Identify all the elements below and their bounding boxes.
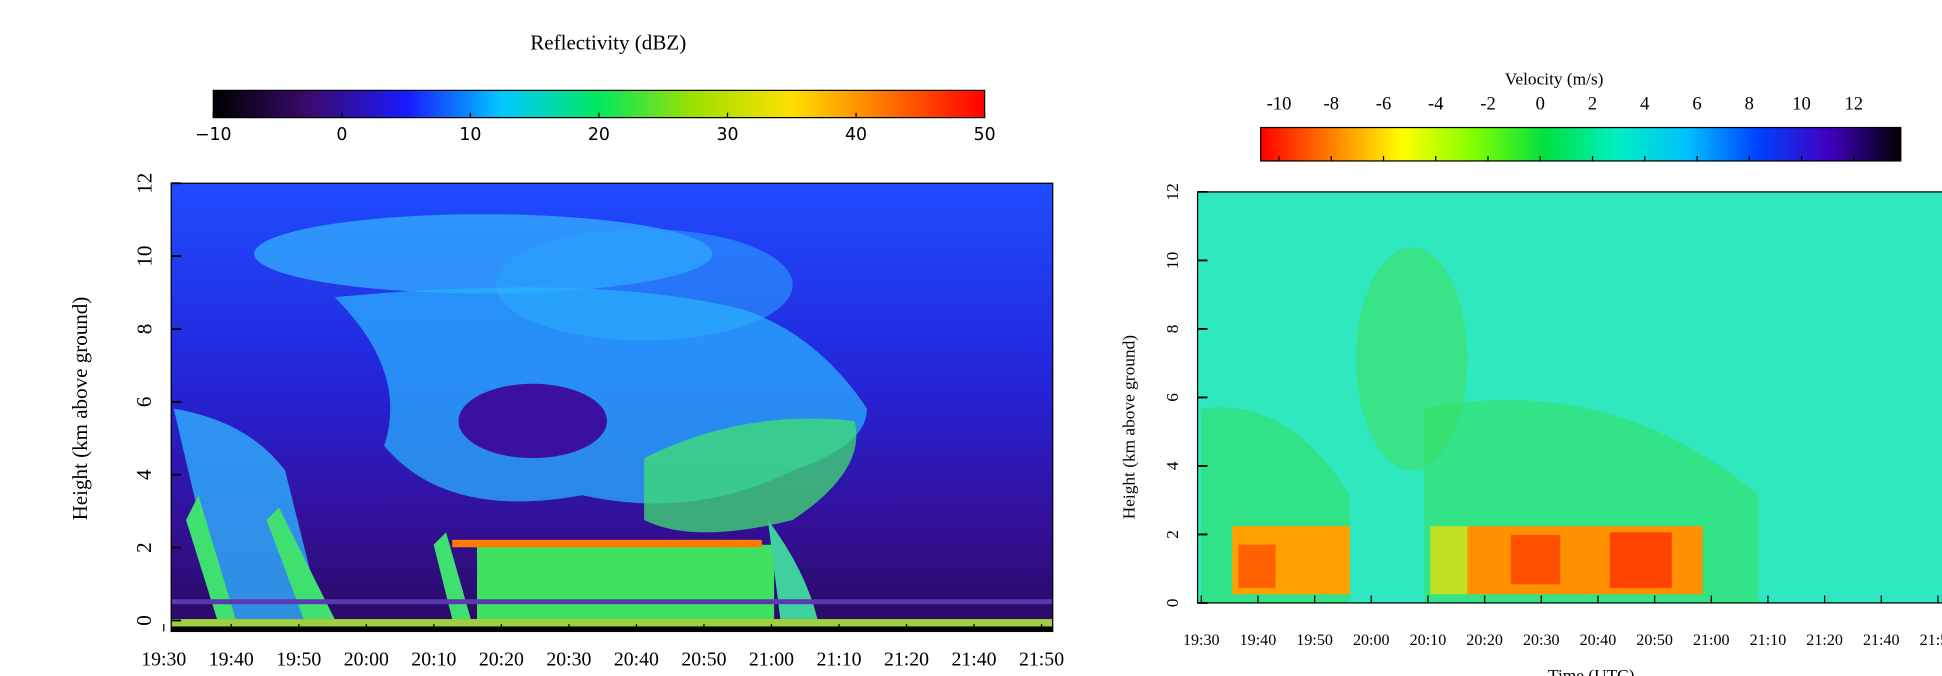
colorbar-tick-label: 40 <box>845 125 867 145</box>
x-tick-label: 20:40 <box>1580 632 1617 649</box>
y-tick-label: 4 <box>132 469 156 480</box>
x-tick-label: 20:20 <box>1466 632 1503 649</box>
colorbar-tick-label: -2 <box>1480 94 1495 115</box>
y-tick-label: 0 <box>1163 599 1182 608</box>
x-tick-label: 20:50 <box>681 649 726 671</box>
x-tick-label: 19:30 <box>141 649 186 671</box>
y-tick-label: 12 <box>1163 183 1182 200</box>
x-tick-label: 21:00 <box>749 649 794 671</box>
colorbar-tick-label: -10 <box>1267 94 1292 115</box>
x-tick-label: 19:40 <box>209 649 254 671</box>
x-tick-label: 20:10 <box>1410 632 1447 649</box>
x-tick-label: 21:20 <box>884 649 929 671</box>
colorbar-tick-label: 4 <box>1640 94 1649 115</box>
x-tick-label: 19:50 <box>1296 632 1333 649</box>
colorbar-tick-label: 6 <box>1692 94 1701 115</box>
y-tick-label: 2 <box>1163 530 1182 539</box>
y-tick-label: 6 <box>132 397 156 408</box>
y-tick-label: 12 <box>132 173 156 194</box>
plot-frame <box>170 182 1054 633</box>
y-tick-label: 10 <box>132 246 156 267</box>
x-tick-label: 21:10 <box>1750 632 1787 649</box>
x-tick-label: 19:40 <box>1240 632 1277 649</box>
colorbar-tick-label: 10 <box>459 125 481 145</box>
x-tick-label: 19:30 <box>1183 632 1220 649</box>
x-tick-label: 21:00 <box>1693 632 1730 649</box>
x-tick-label: 21:50 <box>1920 632 1942 649</box>
colorbar-tick-label: 0 <box>336 125 347 145</box>
colorbar-label: Velocity (m/s) <box>1505 69 1604 88</box>
colorbar-tick-label: -4 <box>1428 94 1443 115</box>
reflectivity-image <box>171 183 1053 632</box>
colorbar <box>1260 126 1902 162</box>
x-tick-label: 21:40 <box>951 649 996 671</box>
x-tick-label: 20:50 <box>1636 632 1673 649</box>
y-tick-label: 6 <box>1163 393 1182 402</box>
x-axis-label: Time (UTC) <box>1548 666 1635 676</box>
x-tick-label: 20:20 <box>479 649 524 671</box>
y-tick-label: 10 <box>1163 252 1182 269</box>
colorbar-tick-label: 8 <box>1745 94 1754 115</box>
y-tick-label: 2 <box>132 542 156 553</box>
colorbar-label: Reflectivity (dBZ) <box>530 30 686 54</box>
x-tick-label: 21:10 <box>816 649 861 671</box>
colorbar-tick-label: 20 <box>588 125 610 145</box>
x-tick-label: 20:00 <box>344 649 389 671</box>
y-axis-label: Height (km above ground) <box>68 297 92 521</box>
colorbar-tick-label: -6 <box>1376 94 1391 115</box>
velocity-image <box>1197 191 1942 603</box>
x-tick-label: 20:10 <box>411 649 456 671</box>
colorbar-tick-label: 12 <box>1845 94 1864 115</box>
colorbar-tick-label: 30 <box>716 125 738 145</box>
colorbar-tick-label: 10 <box>1792 94 1811 115</box>
x-tick-label: 20:30 <box>546 649 591 671</box>
colorbar-tick-label: 50 <box>974 125 996 145</box>
y-tick-label: 8 <box>132 324 156 335</box>
colorbar-tick-label: 0 <box>1536 94 1545 115</box>
x-tick-label: 20:30 <box>1523 632 1560 649</box>
x-tick-label: 20:40 <box>614 649 659 671</box>
y-tick-label: 4 <box>1163 461 1182 470</box>
colorbar-tick-label: −10 <box>195 125 232 145</box>
y-tick-label: 0 <box>132 615 156 626</box>
x-tick-label: 19:50 <box>276 649 321 671</box>
x-tick-label: 21:40 <box>1863 632 1900 649</box>
y-axis-label: Height (km above ground) <box>1120 335 1139 520</box>
colorbar-tick-label: 2 <box>1588 94 1597 115</box>
x-tick-label: 20:00 <box>1353 632 1390 649</box>
y-tick-label: 8 <box>1163 325 1182 334</box>
colorbar-tick-label: -8 <box>1324 94 1339 115</box>
x-tick-label: 21:20 <box>1806 632 1843 649</box>
x-tick-label: 21:50 <box>1019 649 1064 671</box>
